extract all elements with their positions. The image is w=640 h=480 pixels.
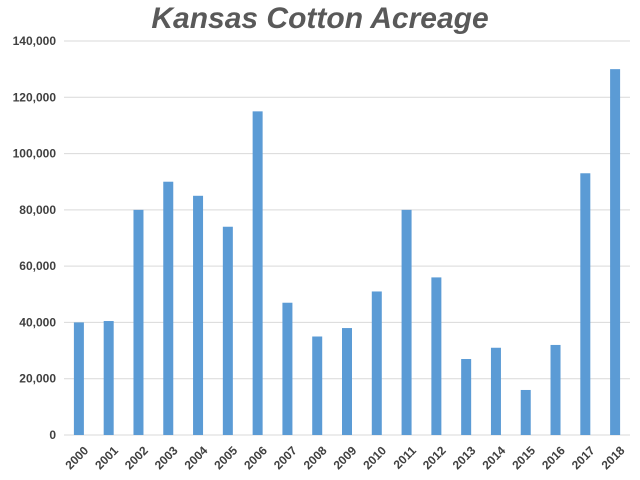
x-tick-label: 2014 bbox=[480, 443, 509, 472]
x-tick-label: 2013 bbox=[450, 443, 479, 472]
y-tick-label: 80,000 bbox=[19, 203, 56, 217]
bar-2009 bbox=[342, 328, 352, 435]
y-tick-label: 0 bbox=[49, 428, 56, 442]
x-tick-label: 2003 bbox=[152, 443, 181, 472]
bar-2018 bbox=[610, 69, 621, 436]
x-tick-label: 2004 bbox=[182, 443, 211, 472]
bar-2015 bbox=[520, 389, 531, 435]
x-tick-label: 2002 bbox=[122, 443, 151, 472]
bar-2005 bbox=[222, 226, 233, 435]
x-tick-label: 2008 bbox=[301, 443, 330, 472]
x-axis-tick-labels: 2000 2001 2002 2003 2004 2005 2006 2007 2008 2009… bbox=[62, 443, 627, 472]
x-tick-label: 2007 bbox=[271, 443, 300, 472]
y-tick-label: 20,000 bbox=[19, 372, 56, 386]
chart-title: Kansas Cotton Acreage bbox=[151, 2, 489, 35]
bars bbox=[73, 69, 621, 436]
x-tick-label: 2011 bbox=[391, 443, 420, 472]
y-tick-label: 120,000 bbox=[13, 90, 57, 104]
x-tick-label: 2009 bbox=[331, 443, 360, 472]
x-tick-label: 2015 bbox=[509, 443, 538, 472]
x-tick-label: 2017 bbox=[569, 443, 598, 472]
x-tick-label: 2012 bbox=[420, 443, 449, 472]
x-tick-label: 2001 bbox=[92, 443, 121, 472]
bar-2000 bbox=[73, 322, 84, 435]
y-tick-label: 60,000 bbox=[19, 259, 56, 273]
bar-2013 bbox=[461, 359, 472, 435]
bar-2011 bbox=[401, 209, 412, 435]
bar-2004 bbox=[193, 195, 204, 435]
y-tick-label: 40,000 bbox=[19, 315, 56, 329]
bar-2002 bbox=[133, 209, 144, 435]
bar-2010 bbox=[371, 291, 382, 435]
x-tick-label: 2018 bbox=[599, 443, 628, 472]
x-tick-label: 2000 bbox=[62, 443, 91, 472]
bar-2012 bbox=[431, 277, 442, 435]
bar-2008 bbox=[312, 336, 323, 435]
x-tick-label: 2006 bbox=[241, 443, 270, 472]
bar-2003 bbox=[163, 181, 174, 435]
y-tick-label: 100,000 bbox=[13, 147, 57, 161]
y-tick-label: 140,000 bbox=[13, 34, 57, 48]
bar-2001 bbox=[103, 321, 114, 435]
bar-2017 bbox=[580, 173, 591, 435]
x-tick-label: 2016 bbox=[539, 443, 568, 472]
bar-2006 bbox=[252, 111, 263, 435]
x-tick-label: 2005 bbox=[211, 443, 240, 472]
bar-2016 bbox=[550, 344, 561, 435]
bar-2014 bbox=[490, 347, 501, 435]
bar-2007 bbox=[282, 302, 293, 435]
x-tick-label: 2010 bbox=[360, 443, 389, 472]
y-axis-tick-labels: 0 20,000 40,000 60,000 80,000 100,000 120,000 1… bbox=[13, 34, 57, 442]
